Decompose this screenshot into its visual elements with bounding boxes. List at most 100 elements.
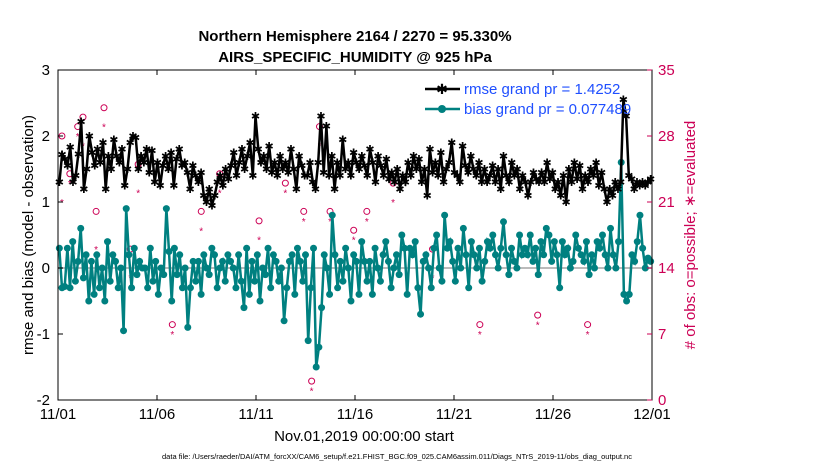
- y-right-tick-label: 21: [658, 194, 675, 211]
- rmse-point: ✱: [251, 111, 260, 123]
- possible-obs-point: [168, 321, 176, 329]
- bias-point: [601, 251, 609, 259]
- bias-point: [548, 257, 556, 265]
- possible-obs-point: [308, 377, 316, 385]
- bias-point: [224, 251, 232, 259]
- bias-point: [478, 277, 486, 285]
- rmse-point: ✱: [632, 177, 641, 189]
- bias-point: [569, 257, 577, 265]
- bias-point: [170, 244, 178, 252]
- rmse-point: ✱: [202, 197, 211, 209]
- bias-point: [184, 323, 192, 331]
- bias-point: [505, 271, 513, 279]
- bias-point: [540, 251, 548, 259]
- bias-point: [213, 284, 221, 292]
- y-tick-label: 0: [42, 260, 50, 277]
- rmse-point: ✱: [275, 151, 284, 163]
- possible-obs-point: [79, 113, 87, 121]
- bias-point: [518, 251, 526, 259]
- rmse-point: ✱: [627, 174, 636, 186]
- rmse-point: ✱: [68, 177, 77, 189]
- rmse-point: ✱: [442, 164, 451, 176]
- rmse-point: ✱: [303, 171, 312, 183]
- bias-point: [200, 251, 208, 259]
- rmse-point: ✱: [335, 171, 344, 183]
- y-tick-label: 1: [42, 194, 50, 211]
- bias-point: [491, 251, 499, 259]
- rmse-point: ✱: [398, 171, 407, 183]
- y-right-tick-label: 35: [658, 62, 675, 79]
- bias-point: [197, 290, 205, 298]
- bias-point: [71, 277, 79, 285]
- rmse-point: ✱: [63, 161, 72, 173]
- bias-point: [186, 284, 194, 292]
- evaluated-obs-point: *: [478, 330, 482, 341]
- rmse-point: ✱: [622, 111, 631, 123]
- rmse-point: ✱: [545, 174, 554, 186]
- y-tick-label: -1: [37, 326, 50, 343]
- bias-point: [556, 284, 564, 292]
- bias-point: [433, 231, 441, 239]
- rmse-point: ✱: [188, 161, 197, 173]
- evaluated-obs-point: *: [76, 132, 80, 143]
- evaluated-obs-point: *: [536, 321, 540, 332]
- bias-point: [371, 244, 379, 252]
- rmse-point: ✱: [469, 164, 478, 176]
- rmse-point: ✱: [616, 177, 625, 189]
- bias-point: [269, 251, 277, 259]
- rmse-point: ✱: [131, 132, 140, 144]
- bias-point: [508, 244, 516, 252]
- rmse-point: ✱: [281, 157, 290, 169]
- rmse-point: ✱: [540, 177, 549, 189]
- rmse-point: ✱: [431, 157, 440, 169]
- bias-point: [326, 290, 334, 298]
- rmse-point: ✱: [521, 177, 530, 189]
- rmse-point: ✱: [453, 171, 462, 183]
- bias-point: [285, 257, 293, 265]
- bias-point: [63, 244, 71, 252]
- evaluated-obs-point: *: [94, 245, 98, 256]
- bias-point: [302, 251, 309, 259]
- rmse-point: ✱: [578, 184, 587, 196]
- bias-point: [526, 231, 534, 239]
- rmse-point: ✱: [158, 161, 167, 173]
- x-tick-label: 11/06: [139, 406, 175, 423]
- y-right-tick-label: 7: [658, 326, 666, 343]
- rmse-point: ✱: [55, 177, 64, 189]
- bias-point: [379, 251, 387, 259]
- rmse-point: ✱: [273, 171, 282, 183]
- rmse-point: ✱: [112, 151, 121, 163]
- rmse-point: ✱: [210, 190, 219, 202]
- rmse-point: ✱: [534, 177, 543, 189]
- rmse-point: ✱: [526, 177, 535, 189]
- rmse-point: ✱: [128, 131, 137, 143]
- bias-series: [55, 158, 655, 371]
- bias-point: [633, 238, 641, 246]
- rmse-point: ✱: [107, 164, 116, 176]
- bias-point: [208, 244, 216, 252]
- bias-point: [425, 264, 433, 272]
- bias-point: [146, 244, 154, 252]
- rmse-point: ✱: [496, 184, 505, 196]
- rmse-point: ✱: [256, 157, 265, 169]
- bias-point: [61, 282, 69, 290]
- rmse-point: ✱: [226, 161, 235, 173]
- rmse-point: ✱: [156, 181, 165, 193]
- bias-point: [227, 257, 235, 265]
- evaluated-obs-point: *: [328, 217, 332, 228]
- bias-point: [494, 264, 502, 272]
- rmse-point: ✱: [363, 171, 372, 183]
- bias-point: [95, 284, 103, 292]
- rmse-point: ✱: [433, 171, 442, 183]
- rmse-point: ✱: [532, 174, 541, 186]
- bias-point: [582, 238, 590, 246]
- bias-point: [558, 238, 566, 246]
- rmse-point: ✱: [390, 177, 399, 189]
- chart-subtitle: AIRS_SPECIFIC_HUMIDITY @ 925 hPa: [218, 49, 492, 66]
- rmse-point: ✱: [374, 151, 383, 163]
- rmse-point: ✱: [330, 184, 339, 196]
- evaluated-obs-point: *: [257, 236, 261, 247]
- rmse-point: ✱: [286, 144, 295, 156]
- bias-point: [366, 257, 374, 265]
